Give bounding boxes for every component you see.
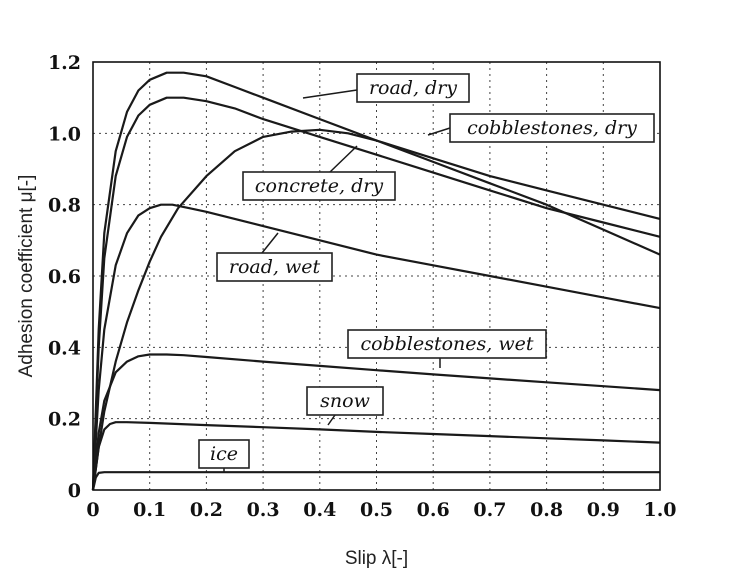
- x-tick-label: 0.8: [530, 499, 563, 521]
- series-lines: [91, 71, 661, 491]
- x-tick-label: 1.0: [643, 499, 676, 521]
- leader-line-concrete-dry: [329, 145, 358, 173]
- x-tick-label: 0.9: [587, 499, 620, 521]
- y-tick-label: 1.2: [48, 52, 81, 74]
- x-axis-title: Slip λ[-]: [345, 548, 408, 569]
- label-box-snow: [306, 386, 384, 416]
- label-box-cobblestones-dry: [449, 113, 655, 143]
- series-label-road-dry: road, dry: [369, 77, 457, 99]
- series-label-concrete-dry: concrete, dry: [255, 175, 383, 197]
- y-axis-title: Adhesion coefficient μ[-]: [16, 175, 37, 378]
- label-box-ice: [198, 439, 250, 469]
- x-tick-label: 0.1: [133, 499, 166, 521]
- x-tick-label: 0.5: [360, 499, 393, 521]
- series-label-cobblestones-wet: cobblestones, wet: [360, 333, 533, 355]
- y-tick-label: 0.8: [48, 195, 81, 217]
- series-line-road-dry: [91, 71, 661, 491]
- y-tick-label: 0: [68, 480, 81, 502]
- x-tick-label: 0.3: [247, 499, 280, 521]
- tick-labels: 0 0.1 0.2 0.3 0.4 0.5 0.6 0.7 0.8 0.9 1.0 0 0.2 0.4 0.…: [48, 52, 677, 521]
- x-tick-label: 0.7: [473, 499, 506, 521]
- series-line-road-wet: [91, 203, 661, 491]
- series-label-cobblestones-dry: cobblestones, dry: [467, 117, 637, 139]
- x-tick-label: 0: [86, 499, 99, 521]
- series-labels: road, dry cobblestones, dry concrete, dry r…: [198, 73, 655, 469]
- label-leaders: [223, 89, 451, 472]
- label-box-cobblestones-wet: [347, 329, 547, 359]
- y-tick-label: 0.2: [48, 409, 81, 431]
- leader-line-snow: [327, 414, 336, 426]
- series-line-snow: [91, 421, 661, 491]
- y-tick-label: 0.6: [48, 266, 81, 288]
- series-label-ice: ice: [210, 443, 238, 465]
- label-box-road-dry: [356, 73, 470, 103]
- y-tick-label: 0.4: [48, 337, 81, 359]
- y-tick-label: 1.0: [48, 123, 81, 145]
- series-line-cobblestones-dry: [91, 96, 661, 491]
- series-line-cobblestones-wet: [91, 353, 661, 491]
- leader-line-road-wet: [261, 232, 279, 254]
- series-line-concrete-dry: [91, 128, 661, 491]
- series-line-ice: [91, 471, 660, 491]
- x-tick-label: 0.2: [190, 499, 223, 521]
- label-box-concrete-dry: [242, 171, 396, 201]
- x-tick-label: 0.6: [417, 499, 450, 521]
- leader-line-cobblestones-dry: [427, 127, 451, 136]
- plot-frame: [92, 61, 661, 491]
- leader-line-road-dry: [302, 89, 358, 99]
- x-tick-label: 0.4: [303, 499, 336, 521]
- label-box-road-wet: [216, 252, 333, 282]
- series-label-snow: snow: [320, 390, 370, 412]
- series-label-road-wet: road, wet: [229, 256, 321, 278]
